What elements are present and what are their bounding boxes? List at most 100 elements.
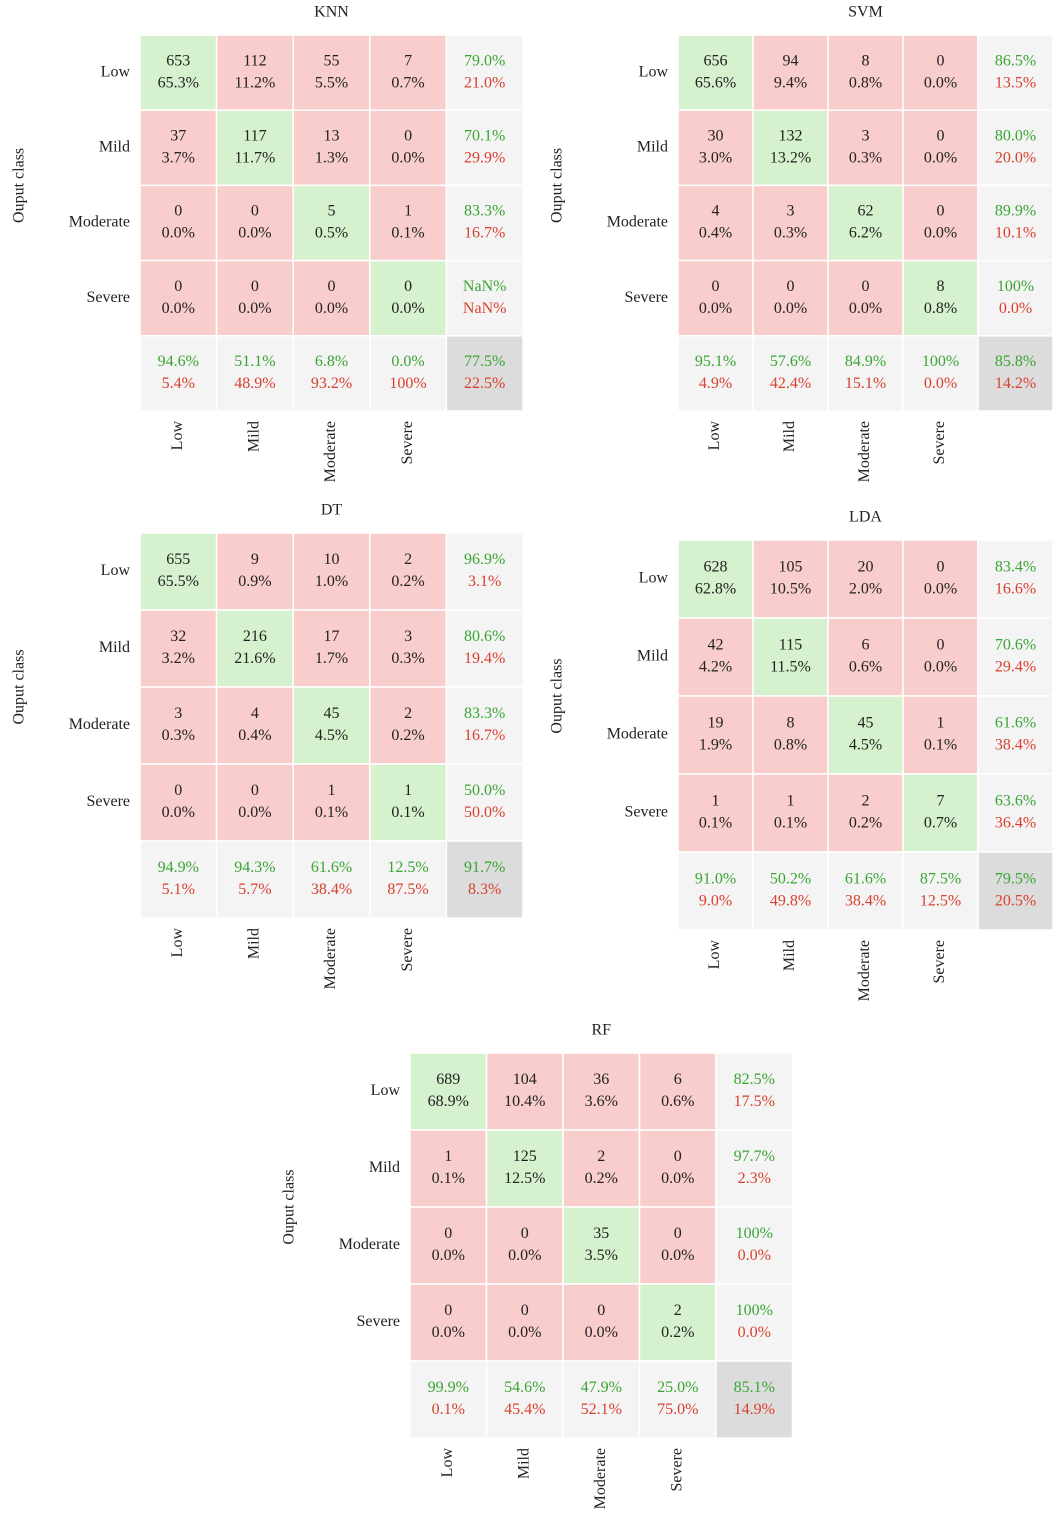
cell xyxy=(715,1129,794,1208)
cell xyxy=(677,617,754,697)
accuracy: 61.6% xyxy=(311,859,352,876)
cell xyxy=(827,773,904,853)
percent: 4.5% xyxy=(315,727,348,744)
count: 1 xyxy=(404,203,412,220)
count: 0 xyxy=(251,782,259,799)
percent: 0.3% xyxy=(849,149,882,166)
count: 0 xyxy=(404,278,412,295)
cell xyxy=(292,763,371,842)
percent: 0.0% xyxy=(924,149,957,166)
percent: 0.0% xyxy=(238,300,271,317)
percent: 0.3% xyxy=(391,650,424,667)
cell xyxy=(677,773,754,853)
cell xyxy=(977,109,1053,187)
cell xyxy=(139,532,218,611)
count: 0 xyxy=(444,1302,452,1319)
count: 656 xyxy=(704,52,728,69)
row-label: Low xyxy=(371,1082,401,1099)
count: 2 xyxy=(597,1148,605,1165)
accuracy: 100% xyxy=(997,278,1034,295)
col-label: Severe xyxy=(931,940,948,984)
count: 3 xyxy=(787,203,795,220)
cell xyxy=(139,686,218,765)
cell xyxy=(562,1129,641,1208)
cell xyxy=(902,617,979,697)
accuracy: 85.1% xyxy=(734,1379,775,1396)
percent: 0.0% xyxy=(508,1324,541,1341)
percent: 3.0% xyxy=(699,149,732,166)
count: 0 xyxy=(251,203,259,220)
cell xyxy=(409,1129,488,1208)
cell xyxy=(752,335,829,412)
percent: 0.0% xyxy=(162,225,195,242)
cell xyxy=(677,539,754,619)
error-rate: 15.1% xyxy=(845,375,886,392)
percent: 0.0% xyxy=(661,1170,694,1187)
percent: 65.6% xyxy=(695,74,736,91)
accuracy: 6.8% xyxy=(315,353,348,370)
row-label: Severe xyxy=(86,289,130,306)
cell xyxy=(139,34,218,111)
percent: 9.4% xyxy=(774,74,807,91)
error-rate: 10.1% xyxy=(995,225,1036,242)
cell xyxy=(752,617,829,697)
count: 0 xyxy=(674,1225,682,1242)
matrix-title: LDA xyxy=(849,509,882,526)
percent: 0.4% xyxy=(699,225,732,242)
error-rate: 42.4% xyxy=(770,375,811,392)
cell xyxy=(977,617,1053,697)
accuracy: 89.9% xyxy=(995,203,1036,220)
cell xyxy=(369,840,448,919)
row-label: Severe xyxy=(624,804,668,821)
cell xyxy=(445,109,524,187)
error-rate: 14.2% xyxy=(995,375,1036,392)
percent: 0.7% xyxy=(391,74,424,91)
percent: 10.5% xyxy=(770,581,811,598)
row-label: Moderate xyxy=(339,1236,400,1253)
col-label: Moderate xyxy=(592,1448,609,1509)
percent: 0.4% xyxy=(238,727,271,744)
percent: 0.2% xyxy=(661,1324,694,1341)
count: 35 xyxy=(593,1225,609,1242)
percent: 5.5% xyxy=(315,74,348,91)
count: 655 xyxy=(166,551,190,568)
count: 4 xyxy=(712,203,720,220)
percent: 0.5% xyxy=(315,225,348,242)
col-label: Mild xyxy=(781,421,798,452)
accuracy: 79.0% xyxy=(464,52,505,69)
cell xyxy=(369,259,448,337)
cell xyxy=(215,532,294,611)
row-label: Moderate xyxy=(69,214,130,231)
error-rate: 38.4% xyxy=(845,893,886,910)
percent: 11.2% xyxy=(235,74,276,91)
count: 0 xyxy=(712,278,720,295)
cell xyxy=(827,34,904,111)
accuracy: 12.5% xyxy=(387,859,428,876)
percent: 0.6% xyxy=(661,1093,694,1110)
percent: 0.1% xyxy=(924,737,957,754)
percent: 0.0% xyxy=(924,659,957,676)
count: 1 xyxy=(444,1148,452,1165)
percent: 0.2% xyxy=(585,1170,618,1187)
cell xyxy=(752,539,829,619)
col-label: Low xyxy=(706,940,723,970)
error-rate: 16.7% xyxy=(464,225,505,242)
cell xyxy=(292,184,371,262)
error-rate: 3.1% xyxy=(468,573,501,590)
count: 13 xyxy=(324,127,340,144)
count: 0 xyxy=(174,278,182,295)
count: 62 xyxy=(858,203,874,220)
accuracy: 99.9% xyxy=(428,1379,469,1396)
row-label: Severe xyxy=(86,793,130,810)
percent: 0.1% xyxy=(315,804,348,821)
percent: 0.1% xyxy=(699,815,732,832)
percent: 0.0% xyxy=(774,300,807,317)
cell xyxy=(638,1129,717,1208)
cell xyxy=(215,259,294,337)
cell xyxy=(752,184,829,262)
error-rate: 52.1% xyxy=(581,1401,622,1418)
count: 115 xyxy=(779,637,802,654)
error-rate: 12.5% xyxy=(920,893,961,910)
cell xyxy=(562,1052,641,1131)
cell xyxy=(902,695,979,775)
